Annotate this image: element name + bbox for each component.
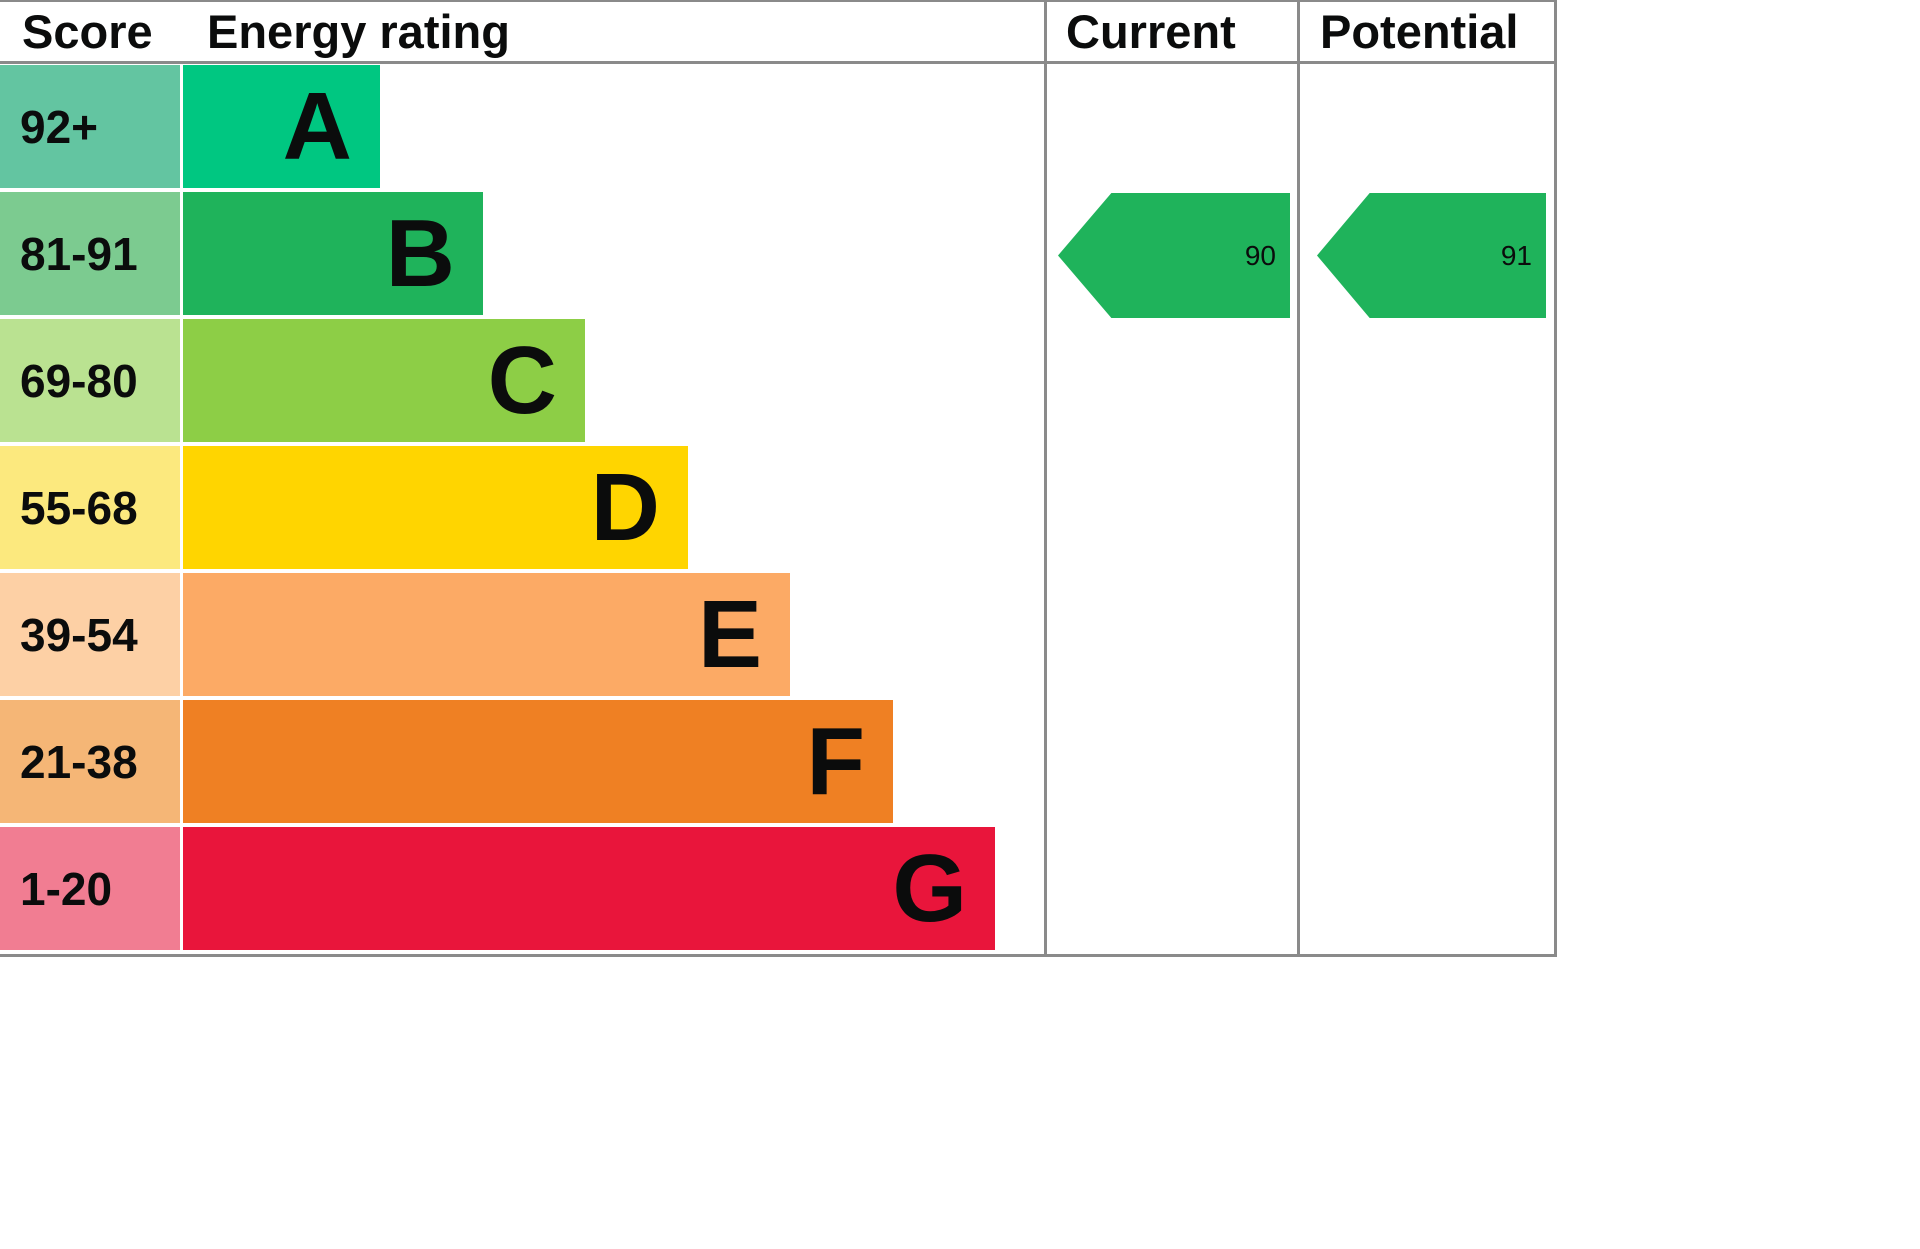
band-e-bar: E — [183, 573, 790, 696]
band-d-bar: D — [183, 446, 688, 569]
potential-rating-value: 91 — [1500, 239, 1532, 271]
bottom-border — [0, 954, 1557, 957]
band-e-score: 39-54 — [0, 573, 180, 696]
band-row-a: 92+ A — [0, 65, 995, 192]
band-d-letter: D — [590, 453, 660, 561]
top-border — [0, 0, 1557, 2]
potential-column-divider — [1297, 0, 1300, 957]
band-f-letter: F — [806, 707, 865, 815]
band-f-bar: F — [183, 700, 893, 823]
band-e-letter: E — [697, 580, 762, 688]
band-d-score: 55-68 — [0, 446, 180, 569]
current-rating-arrow: 90 — [1058, 193, 1290, 318]
band-f-score: 21-38 — [0, 700, 180, 823]
band-c-score: 69-80 — [0, 319, 180, 442]
band-row-g: 1-20 G — [0, 827, 995, 954]
band-g-score: 1-20 — [0, 827, 180, 950]
current-column-divider — [1044, 0, 1047, 957]
band-g-letter: G — [892, 834, 967, 942]
header-divider — [0, 61, 1557, 64]
potential-header: Potential — [1320, 4, 1519, 58]
rating-bands: 92+ A 81-91 B 69-80 C 55-68 D 39-54 — [0, 65, 995, 954]
band-a-bar: A — [183, 65, 380, 188]
band-row-f: 21-38 F — [0, 700, 995, 827]
score-header: Score — [22, 4, 153, 58]
right-border — [1554, 0, 1557, 957]
band-c-letter: C — [487, 326, 557, 434]
potential-rating-arrow: 91 — [1317, 193, 1546, 318]
band-g-bar: G — [183, 827, 995, 950]
band-row-e: 39-54 E — [0, 573, 995, 700]
band-row-b: 81-91 B — [0, 192, 995, 319]
band-b-letter: B — [385, 199, 455, 307]
energy-rating-header: Energy rating — [207, 4, 510, 58]
band-b-score: 81-91 — [0, 192, 180, 315]
current-rating-value: 90 — [1244, 239, 1276, 271]
band-a-letter: A — [282, 72, 352, 180]
current-header: Current — [1066, 4, 1236, 58]
band-row-d: 55-68 D — [0, 446, 995, 573]
band-a-score: 92+ — [0, 65, 180, 188]
band-c-bar: C — [183, 319, 585, 442]
band-row-c: 69-80 C — [0, 319, 995, 446]
band-b-bar: B — [183, 192, 483, 315]
